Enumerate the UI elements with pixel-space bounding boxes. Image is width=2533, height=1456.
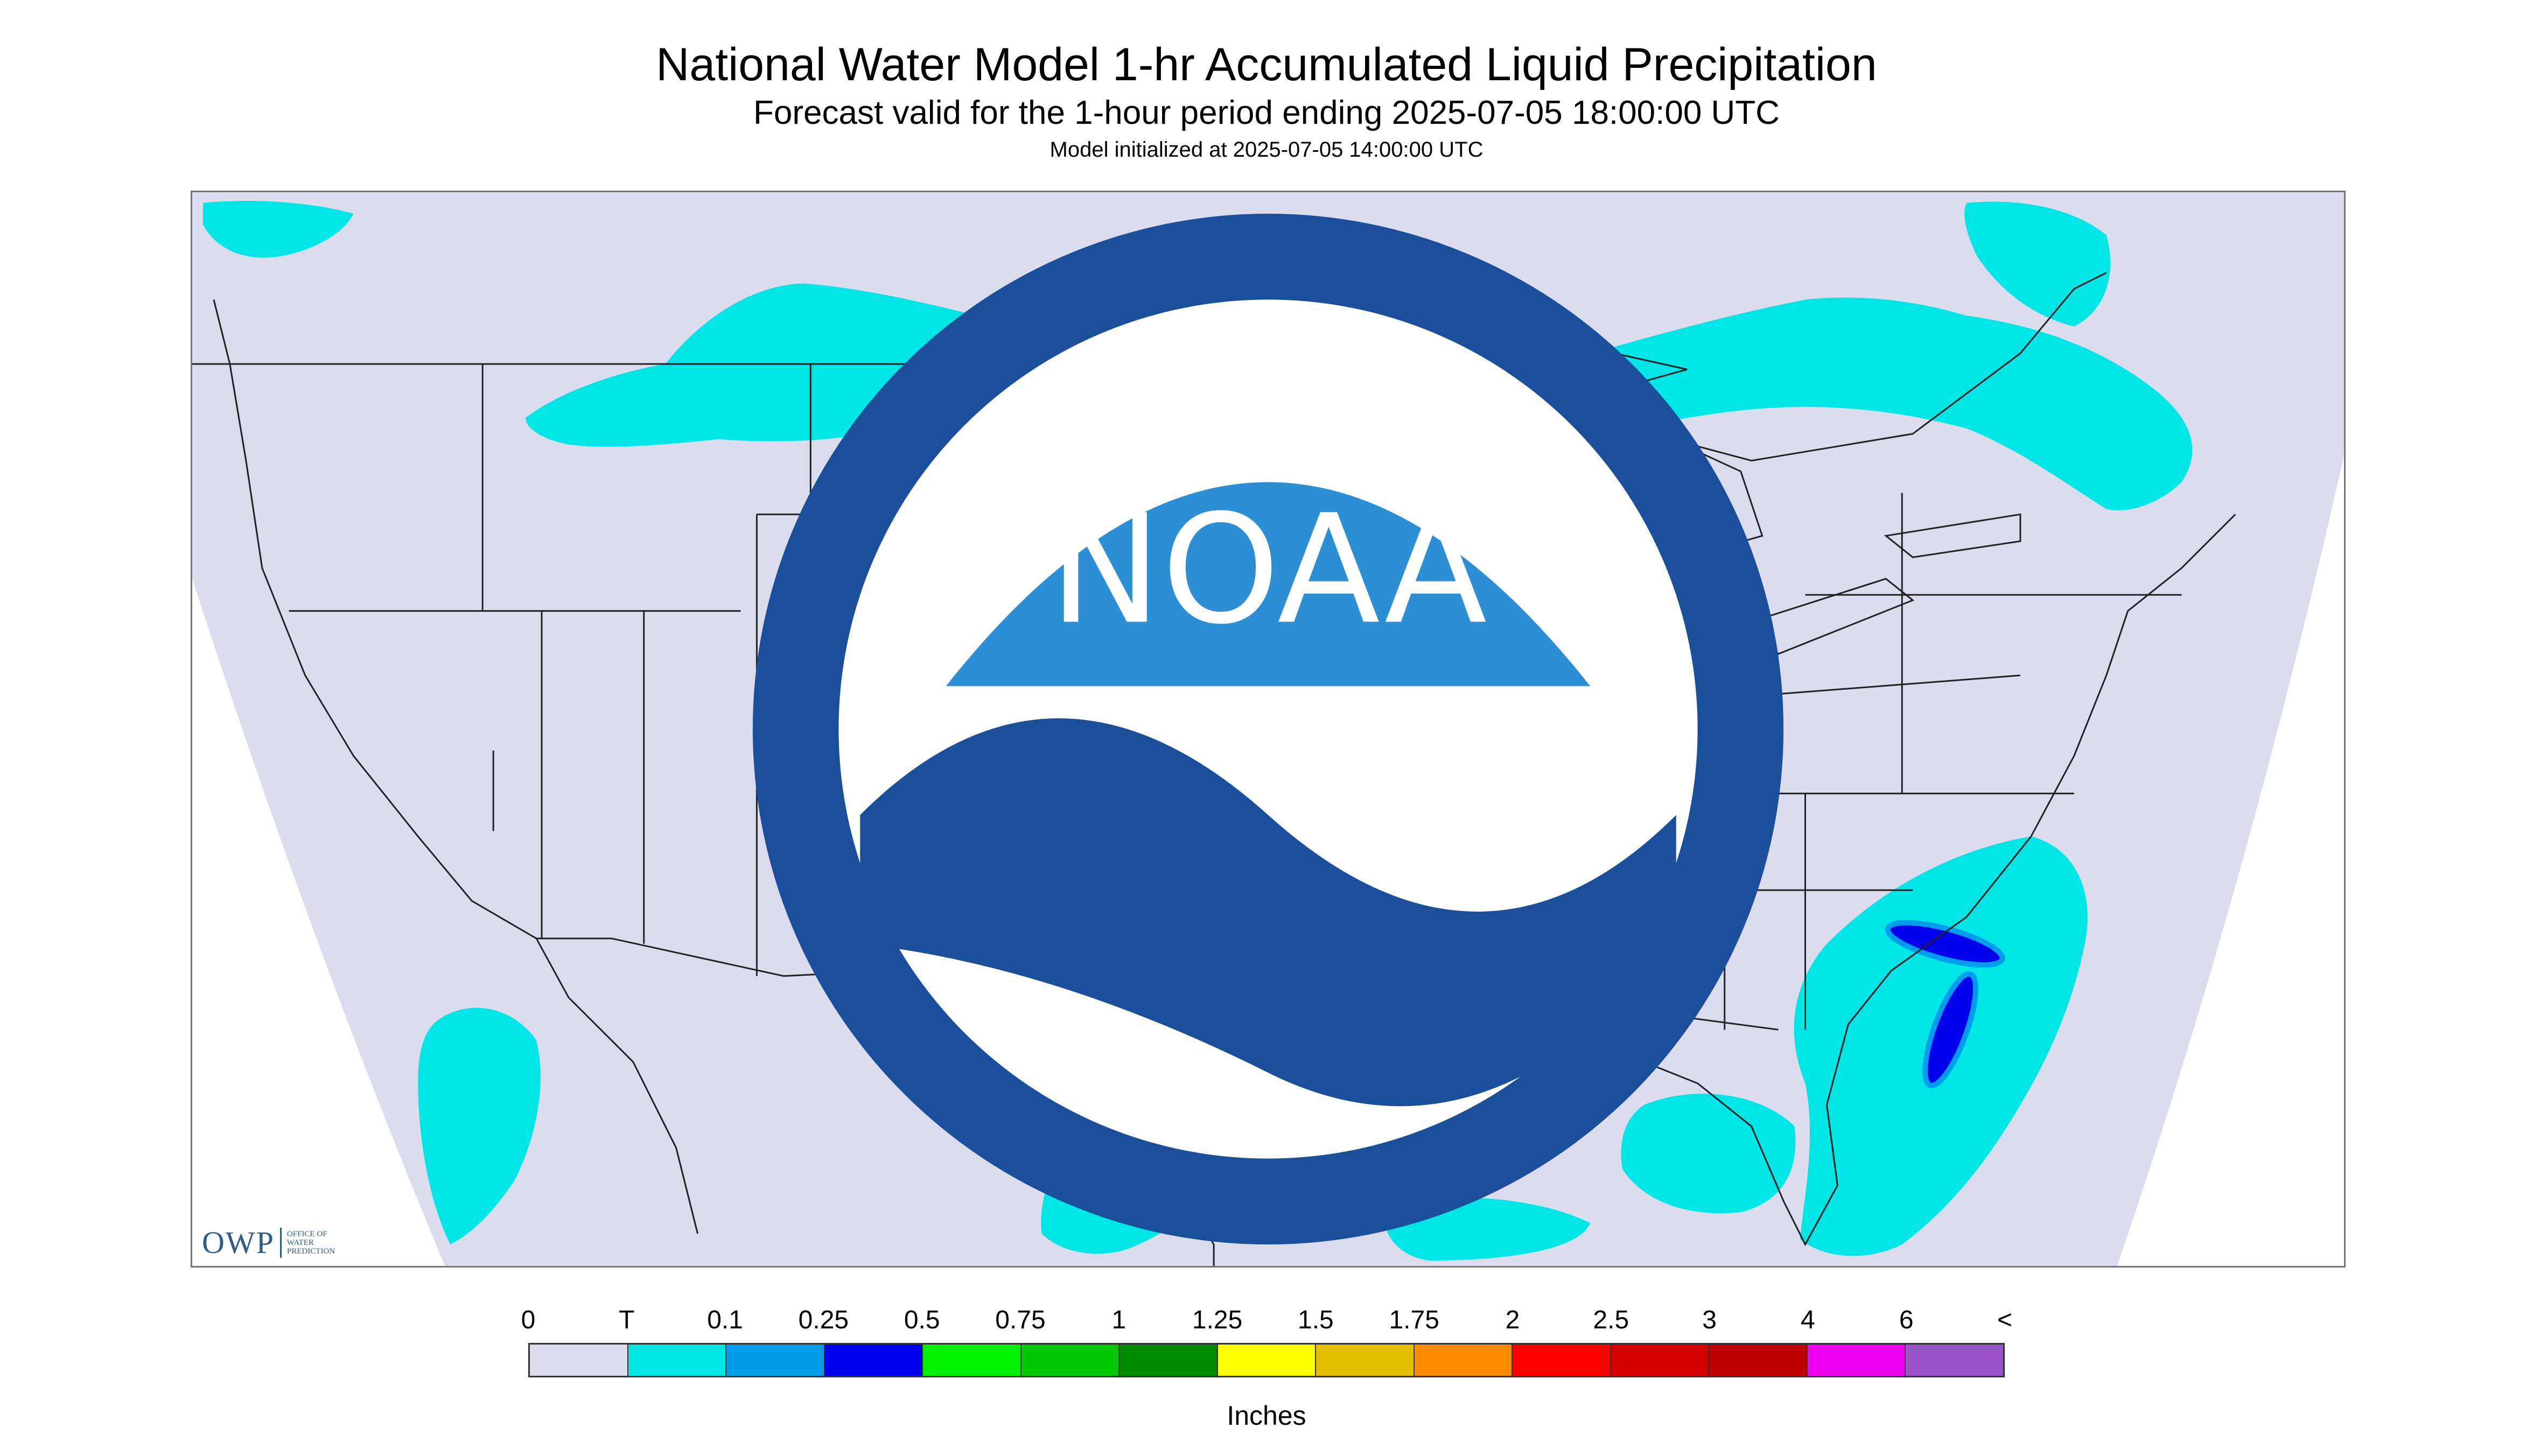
legend-swatch bbox=[1021, 1345, 1120, 1376]
owp-logo-line2: WATER bbox=[286, 1238, 314, 1247]
precipitation-map: OWP OFFICE OF WATER PREDICTION NOAA bbox=[191, 191, 2346, 1268]
legend-swatch bbox=[1414, 1345, 1513, 1376]
legend-label: 2.5 bbox=[1593, 1306, 1629, 1334]
owp-logo-icon bbox=[279, 1227, 282, 1258]
legend-label: 1 bbox=[1111, 1306, 1126, 1334]
legend-label: < bbox=[1997, 1306, 2013, 1334]
precip-legend: 0 T 0.1 0.25 0.5 0.75 1 1.25 1.5 1.75 2 2.5 3 4 6 < bbox=[521, 1305, 2012, 1377]
legend-color-bar bbox=[528, 1343, 2005, 1377]
legend-swatch bbox=[1709, 1345, 1808, 1376]
west-coastline bbox=[213, 299, 699, 1234]
legend-labels: 0 T 0.1 0.25 0.5 0.75 1 1.25 1.5 1.75 2 2.5 3 4 6 < bbox=[521, 1305, 2012, 1343]
precip-core-atlantic bbox=[1922, 971, 1979, 1088]
legend-unit: Inches bbox=[1227, 1401, 1306, 1431]
legend-swatch bbox=[923, 1345, 1021, 1376]
legend-swatch bbox=[628, 1345, 727, 1376]
legend-swatch bbox=[726, 1345, 825, 1376]
precip-area-florida-gulf bbox=[1621, 1094, 1796, 1214]
map-subtitle: Forecast valid for the 1-hour period end… bbox=[753, 94, 1780, 131]
legend-label: 6 bbox=[1899, 1306, 1914, 1334]
legend-label: 2 bbox=[1505, 1306, 1520, 1334]
model-init-time: Model initialized at 2025-07-05 14:00:00… bbox=[1049, 138, 1484, 162]
legend-label: 4 bbox=[1801, 1306, 1815, 1334]
title-block: National Water Model 1-hr Accumulated Li… bbox=[0, 38, 2533, 165]
legend-label: 0.1 bbox=[707, 1306, 743, 1334]
legend-swatch bbox=[1217, 1345, 1317, 1376]
precip-area-northwest bbox=[202, 201, 354, 258]
owp-logo-letters: OWP bbox=[202, 1225, 275, 1260]
legend-label: 1.5 bbox=[1298, 1306, 1334, 1334]
legend-swatch bbox=[1611, 1345, 1710, 1376]
owp-logo-words: OFFICE OF WATER PREDICTION bbox=[287, 1230, 335, 1256]
legend-swatch bbox=[1316, 1345, 1415, 1376]
legend-swatch bbox=[1906, 1345, 2003, 1376]
owp-logo-line3: PREDICTION bbox=[286, 1247, 335, 1256]
noaa-logo-icon: NOAA bbox=[752, 213, 1784, 1245]
legend-label: 0.5 bbox=[904, 1306, 940, 1334]
legend-label: 1.75 bbox=[1389, 1306, 1439, 1334]
precip-area-canada-east bbox=[1964, 201, 2111, 327]
legend-label: 0 bbox=[521, 1306, 536, 1334]
legend-label: T bbox=[619, 1306, 635, 1334]
legend-label: 0.25 bbox=[798, 1306, 849, 1334]
legend-swatch bbox=[1119, 1345, 1218, 1376]
legend-swatch bbox=[824, 1345, 923, 1376]
owp-logo: OWP OFFICE OF WATER PREDICTION bbox=[202, 1224, 335, 1261]
precip-area-baja-pacific bbox=[418, 1007, 541, 1245]
legend-swatch bbox=[1807, 1345, 1906, 1376]
legend-label: 3 bbox=[1702, 1306, 1717, 1334]
noaa-logo-text: NOAA bbox=[1049, 482, 1487, 657]
legend-swatch bbox=[1513, 1345, 1611, 1376]
legend-label: 0.75 bbox=[995, 1306, 1046, 1334]
map-title: National Water Model 1-hr Accumulated Li… bbox=[656, 39, 1877, 90]
owp-logo-line1: OFFICE OF bbox=[286, 1229, 327, 1238]
legend-swatch bbox=[530, 1345, 628, 1376]
legend-label: 1.25 bbox=[1192, 1306, 1243, 1334]
